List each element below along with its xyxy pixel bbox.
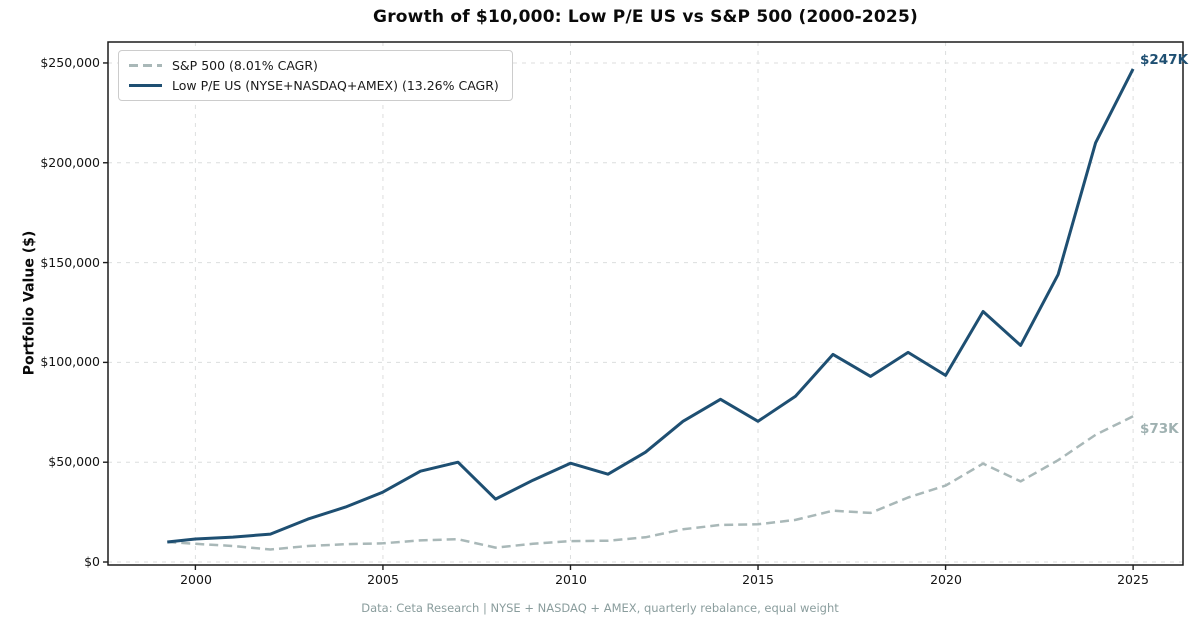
x-tick-label-2015: 2015 bbox=[742, 572, 774, 587]
plot-frame bbox=[107, 41, 1184, 566]
legend: S&P 500 (8.01% CAGR) Low P/E US (NYSE+NA… bbox=[118, 50, 513, 101]
y-tick-label-0: $0 bbox=[84, 554, 100, 569]
lowpe-end-value-label: $247K bbox=[1140, 52, 1189, 68]
x-tick-label-2010: 2010 bbox=[555, 572, 587, 587]
legend-item-sp500: S&P 500 (8.01% CAGR) bbox=[129, 58, 499, 73]
x-tick-label-2020: 2020 bbox=[930, 572, 962, 587]
y-tick-label-200000: $200,000 bbox=[40, 155, 100, 170]
data-source-caption: Data: Ceta Research | NYSE + NASDAQ + AM… bbox=[361, 601, 839, 615]
sp500-line bbox=[167, 415, 1134, 551]
sp500-end-value-label: $73K bbox=[1140, 421, 1179, 437]
y-tick-label-50000: $50,000 bbox=[48, 454, 100, 469]
y-tick-label-100000: $100,000 bbox=[40, 354, 100, 369]
x-tick-label-2025: 2025 bbox=[1117, 572, 1149, 587]
lowpe-legend-label: Low P/E US (NYSE+NASDAQ+AMEX) (13.26% CA… bbox=[172, 78, 499, 93]
y-tick-label-150000: $150,000 bbox=[40, 255, 100, 270]
y-tick-label-250000: $250,000 bbox=[40, 55, 100, 70]
legend-item-lowpe: Low P/E US (NYSE+NASDAQ+AMEX) (13.26% CA… bbox=[129, 78, 499, 93]
x-tick-label-2000: 2000 bbox=[180, 572, 212, 587]
chart-title: Growth of $10,000: Low P/E US vs S&P 500… bbox=[373, 7, 918, 27]
x-tick-label-2005: 2005 bbox=[367, 572, 399, 587]
sp500-legend-label: S&P 500 (8.01% CAGR) bbox=[172, 58, 318, 73]
lowpe-line-swatch-icon bbox=[129, 84, 162, 87]
sp500-line-swatch-icon bbox=[129, 64, 162, 67]
lowpe-line bbox=[167, 68, 1135, 544]
